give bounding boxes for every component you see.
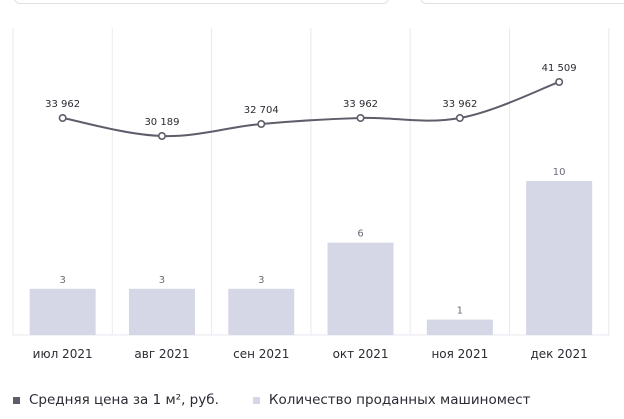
legend-swatch-line [13,396,20,404]
line-value-label-2: 32 704 [244,105,279,116]
line-value-label-0: 33 962 [45,99,80,110]
bar-value-label-4: 1 [457,306,463,317]
bar-value-label-2: 3 [258,275,264,286]
grid-lines [12,28,610,336]
x-tick-label-4: ноя 2021 [431,347,488,361]
line-value-label-5: 41 509 [542,63,577,74]
line-series [58,77,564,141]
bar-0[interactable] [29,288,96,335]
x-tick-label-5: дек 2021 [531,347,588,361]
line-value-label-4: 33 962 [442,99,477,110]
line-point-3[interactable] [356,114,365,123]
legend: Средняя цена за 1 м², руб. Количество пр… [13,392,564,408]
bar-value-label-0: 3 [59,275,65,286]
legend-swatch-bar [252,396,260,404]
bar-value-label-1: 3 [159,275,165,286]
line-point-1[interactable] [157,132,166,141]
bar-5[interactable] [526,181,593,335]
legend-label-bar: Количество проданных машиномест [268,392,531,408]
bar-1[interactable] [128,288,195,335]
bar-3[interactable] [327,242,394,335]
line-value-label-1: 30 189 [144,117,179,128]
bar-series [29,181,593,335]
bar-value-label-3: 6 [357,229,363,240]
line-point-5[interactable] [555,77,564,86]
x-tick-label-3: окт 2021 [333,347,389,361]
legend-label-line: Средняя цена за 1 м², руб. [29,392,219,408]
legend-item-bar[interactable]: Количество проданных машиномест [252,392,531,408]
bar-4[interactable] [426,319,493,335]
x-tick-label-1: авг 2021 [134,347,189,361]
x-tick-label-2: сен 2021 [233,347,289,361]
bar-value-label-5: 10 [553,167,566,178]
x-tick-label-0: июл 2021 [33,347,93,361]
line-point-4[interactable] [455,114,464,123]
line-point-0[interactable] [58,114,67,123]
line-value-labels: 33 962 30 189 32 704 33 962 33 962 41 509 [45,63,577,128]
x-axis: июл 2021 авг 2021 сен 2021 окт 2021 ноя 2021… [33,347,588,361]
chart: 3 3 3 6 1 10 33 962 30 189 32 704 33 962 33 962 41… [12,28,610,361]
legend-item-line[interactable]: Средняя цена за 1 м², руб. [13,392,219,408]
line-point-2[interactable] [257,120,266,129]
price-line [62,81,560,138]
line-value-label-3: 33 962 [343,99,378,110]
bar-2[interactable] [228,288,295,335]
bar-value-labels: 3 3 3 6 1 10 [59,167,565,317]
